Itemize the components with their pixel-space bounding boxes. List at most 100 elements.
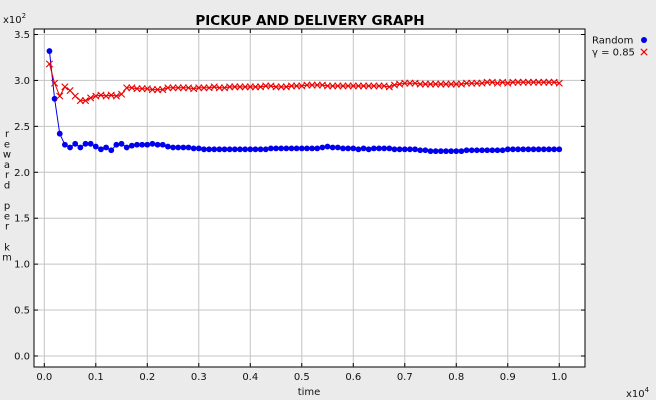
data-point: [376, 145, 382, 152]
data-point: [463, 147, 470, 154]
data-point: [201, 146, 207, 153]
data-point: [221, 146, 228, 153]
data-point: [509, 78, 517, 86]
data-point: [164, 143, 171, 150]
x-tick-label: 0.2: [139, 372, 155, 383]
data-point: [407, 146, 413, 153]
data-point: [87, 94, 95, 102]
data-point: [180, 144, 187, 151]
data-point: [72, 140, 79, 147]
data-point: [355, 146, 362, 153]
chart-title: PICKUP AND DELIVERY GRAPH: [195, 13, 424, 29]
data-point: [462, 79, 471, 87]
data-point: [432, 148, 439, 155]
data-point: [308, 81, 316, 89]
data-point: [396, 146, 403, 153]
data-point: [350, 145, 357, 152]
x-tick-label: 1.0: [551, 372, 567, 383]
data-point: [313, 81, 321, 89]
data-point: [385, 83, 393, 91]
data-point: [479, 147, 485, 154]
y-tick-label: 3.5: [14, 30, 30, 41]
axis-ticks: 0.0 0.1 0.2 0.3 0.4 0.5 0.6 0.7 0.8 0.9 1.0 0.0 0.5 1…: [14, 29, 585, 383]
data-point: [81, 97, 90, 105]
y-axis-label-char: r: [5, 129, 10, 140]
data-point: [118, 140, 125, 147]
legend-marker: [641, 37, 647, 43]
data-point: [123, 144, 130, 151]
data-point: [422, 147, 429, 154]
x-tick-label: 0.1: [88, 372, 104, 383]
data-point: [370, 82, 378, 90]
data-point: [525, 146, 532, 153]
data-point: [551, 146, 558, 153]
data-point: [251, 83, 260, 91]
data-point: [82, 140, 89, 147]
data-point: [67, 144, 73, 151]
data-point: [113, 141, 120, 148]
data-point: [206, 146, 212, 153]
data-point: [535, 146, 542, 153]
x-tick-label: 0.4: [242, 372, 258, 383]
data-point: [334, 144, 341, 151]
y-tick-label: 0.5: [14, 306, 30, 317]
data-point: [484, 147, 491, 154]
data-point: [236, 83, 244, 91]
y-axis-label-char: w: [3, 150, 11, 161]
data-point: [216, 146, 223, 153]
data-point: [283, 145, 290, 152]
data-point: [241, 83, 249, 91]
x-tick-label: 0.3: [191, 372, 207, 383]
data-point: [540, 78, 548, 86]
y-axis-label-char: m: [2, 253, 12, 264]
data-point: [468, 147, 475, 154]
data-point: [556, 146, 563, 153]
data-point: [154, 141, 161, 148]
data-point: [345, 145, 352, 152]
data-point: [329, 144, 336, 151]
data-point: [56, 130, 63, 137]
data-point: [524, 78, 532, 86]
data-point: [365, 82, 373, 90]
data-point: [56, 92, 64, 100]
y-axis-label-char: p: [4, 201, 10, 212]
data-point: [45, 60, 54, 68]
data-point: [247, 146, 254, 153]
data-point: [287, 82, 296, 90]
x-tick-label: 0.5: [294, 372, 310, 383]
y-axis-label-char: k: [4, 242, 10, 253]
data-point: [349, 82, 357, 90]
data-point: [92, 143, 99, 150]
data-point: [123, 84, 131, 92]
data-point: [128, 142, 135, 149]
data-point: [499, 147, 506, 154]
grid-lines: [34, 29, 585, 367]
data-point: [483, 78, 491, 86]
data-point: [453, 148, 460, 155]
data-point: [406, 79, 414, 87]
data-point: [309, 145, 315, 152]
y-axis-label-char: r: [5, 222, 10, 233]
data-point: [426, 80, 435, 88]
y-tick-label: 2.0: [14, 168, 30, 179]
data-point: [427, 148, 434, 155]
data-point: [360, 145, 367, 152]
data-point: [545, 78, 553, 86]
data-point: [473, 79, 481, 87]
data-point: [246, 83, 254, 91]
data-point: [170, 144, 176, 151]
data-point: [159, 86, 167, 94]
legend-label: Random: [592, 36, 633, 47]
data-point: [252, 146, 259, 153]
data-point: [344, 82, 352, 90]
data-point: [468, 79, 476, 87]
data-point: [149, 140, 156, 147]
data-point: [324, 143, 331, 150]
data-point: [103, 144, 109, 151]
data-point: [226, 146, 233, 153]
data-point: [98, 146, 104, 153]
data-point: [154, 86, 162, 94]
